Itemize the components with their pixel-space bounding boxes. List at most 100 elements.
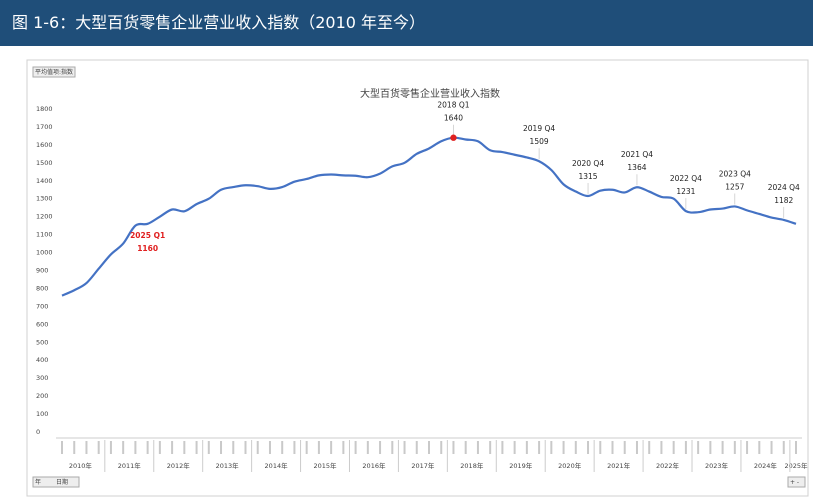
x-group-label: 2023年 — [705, 461, 729, 470]
x-group-label: 2020年 — [558, 461, 582, 470]
field-button-label[interactable]: 平均值项:指数 — [35, 68, 73, 76]
x-group-label: 2015年 — [313, 461, 337, 470]
quarter-tick — [61, 441, 63, 454]
expand-label[interactable]: + - — [790, 479, 799, 486]
y-tick-label: 1700 — [36, 123, 53, 131]
annotation-value: 1160 — [137, 244, 158, 253]
quarter-tick — [330, 441, 333, 454]
y-tick-label: 1600 — [36, 141, 53, 149]
quarter-tick — [721, 441, 724, 454]
quarter-tick — [281, 441, 284, 454]
y-tick-label: 1200 — [36, 213, 53, 221]
annotation-label: 2021 Q4 — [621, 150, 653, 159]
quarter-tick — [440, 441, 443, 454]
y-tick-label: 1800 — [36, 105, 53, 113]
quarter-tick — [782, 441, 785, 454]
chart-frame — [26, 59, 809, 497]
quarter-tick — [635, 441, 638, 454]
quarter-tick — [207, 441, 210, 454]
quarter-tick — [256, 441, 259, 454]
quarter-tick — [415, 441, 418, 454]
line-series — [61, 136, 797, 297]
quarter-tick — [672, 441, 675, 454]
quarter-tick — [648, 441, 651, 454]
expand-button[interactable] — [787, 476, 806, 488]
annotation-value: 1231 — [676, 187, 695, 196]
quarter-tick — [733, 441, 736, 454]
x-group-label: 2017年 — [411, 461, 435, 470]
quarter-tick — [513, 441, 516, 454]
quarter-tick — [268, 441, 271, 454]
quarter-tick — [85, 441, 88, 454]
filter-year[interactable]: 年 — [35, 478, 41, 486]
annotation-label: 2020 Q4 — [572, 159, 604, 168]
quarter-tick — [684, 441, 687, 454]
quarter-tick — [464, 441, 467, 454]
annotation-label: 2018 Q1 — [437, 101, 469, 110]
annotation-value: 1257 — [725, 182, 744, 191]
quarter-tick — [550, 441, 553, 454]
y-tick-label: 200 — [36, 392, 48, 400]
highlight-dot — [450, 134, 457, 141]
quarter-tick — [476, 441, 479, 454]
x-group-label: 2025年 — [784, 461, 808, 470]
y-tick-label: 400 — [36, 356, 48, 364]
annotation-label: 2019 Q4 — [523, 124, 555, 133]
annotation-value: 1364 — [627, 163, 646, 172]
x-group-label: 2024年 — [754, 461, 778, 470]
quarter-tick — [354, 441, 357, 454]
y-tick-label: 500 — [36, 338, 48, 346]
y-tick-label: 1500 — [36, 159, 53, 167]
quarter-tick — [317, 441, 320, 454]
quarter-tick — [158, 441, 161, 454]
quarter-tick — [366, 441, 369, 454]
quarter-tick — [171, 441, 174, 454]
quarter-tick — [770, 441, 773, 454]
quarter-tick — [697, 441, 700, 454]
quarter-tick — [73, 441, 76, 454]
quarter-tick — [489, 441, 492, 454]
quarter-tick — [403, 441, 406, 454]
x-group-label: 2018年 — [460, 461, 484, 470]
annotation-value: 1509 — [530, 137, 549, 146]
filter-button[interactable] — [32, 476, 80, 488]
y-tick-label: 700 — [36, 302, 48, 310]
quarter-tick — [134, 441, 137, 454]
y-tick-label: 1300 — [36, 195, 53, 203]
quarter-tick — [538, 441, 541, 454]
x-group-label: 2011年 — [118, 461, 142, 470]
quarter-tick — [562, 441, 565, 454]
y-tick-label: 1000 — [36, 249, 53, 257]
quarter-tick — [391, 441, 394, 454]
annotation-label: 2025 Q1 — [130, 231, 165, 240]
quarter-tick — [428, 441, 430, 454]
y-tick-label: 100 — [36, 410, 48, 418]
y-tick-label: 0 — [36, 428, 40, 436]
quarter-tick — [452, 441, 455, 454]
quarter-tick — [746, 441, 749, 454]
field-button[interactable] — [32, 66, 76, 78]
filter-date[interactable]: 日期 — [56, 478, 68, 486]
quarter-tick — [574, 441, 577, 454]
y-tick-label: 900 — [36, 267, 48, 275]
x-group-label: 2013年 — [216, 461, 240, 470]
x-group-label: 2019年 — [509, 461, 533, 470]
quarter-tick — [758, 441, 761, 454]
quarter-tick — [709, 441, 712, 454]
quarter-tick — [195, 441, 198, 454]
annotation-label: 2022 Q4 — [670, 174, 702, 183]
y-tick-label: 1100 — [36, 231, 53, 239]
chart-title: 大型百货零售企业营业收入指数 — [360, 87, 500, 100]
quarter-tick — [293, 441, 296, 454]
quarter-tick — [146, 441, 149, 454]
x-group-label: 2022年 — [656, 461, 680, 470]
annotation-value: 1640 — [444, 114, 463, 123]
quarter-tick — [795, 441, 797, 454]
quarter-tick — [232, 441, 235, 454]
quarter-tick — [525, 441, 528, 454]
quarter-tick — [599, 441, 602, 454]
quarter-tick — [305, 441, 308, 454]
quarter-tick — [611, 441, 614, 454]
